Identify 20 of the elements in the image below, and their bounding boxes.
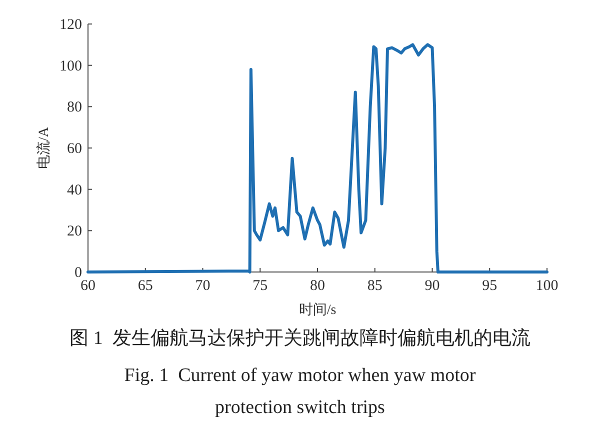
y-tick-label: 20 <box>67 224 82 240</box>
text: Fig. 1 Current of yaw motor when yaw motor protection switch trips <box>123 364 477 420</box>
x-tick-label: 100 <box>536 278 558 294</box>
x-tick-label: 85 <box>367 278 382 294</box>
text: 图 1 发生偏航马达保护开关跳闸故障时偏航电机的电流 <box>68 327 532 351</box>
y-tick-label: 0 <box>74 265 82 281</box>
y-tick-label: 80 <box>67 100 82 116</box>
y-tick-label: 40 <box>67 182 82 198</box>
x-tick-label: 90 <box>424 278 440 294</box>
x-tick-label: 65 <box>138 278 153 294</box>
x-axis-title: 时间/s <box>298 302 336 318</box>
x-tick-label: 70 <box>195 278 210 294</box>
y-tick-label: 60 <box>67 141 82 157</box>
x-tick-label: 95 <box>482 278 498 294</box>
y-tick-label: 100 <box>60 58 82 74</box>
x-tick-label: 80 <box>310 278 325 294</box>
x-tick-label: 60 <box>80 278 96 294</box>
x-tick-label: 75 <box>252 278 268 294</box>
y-axis-title: 电流/A <box>36 126 52 169</box>
y-tick-label: 120 <box>60 17 82 33</box>
